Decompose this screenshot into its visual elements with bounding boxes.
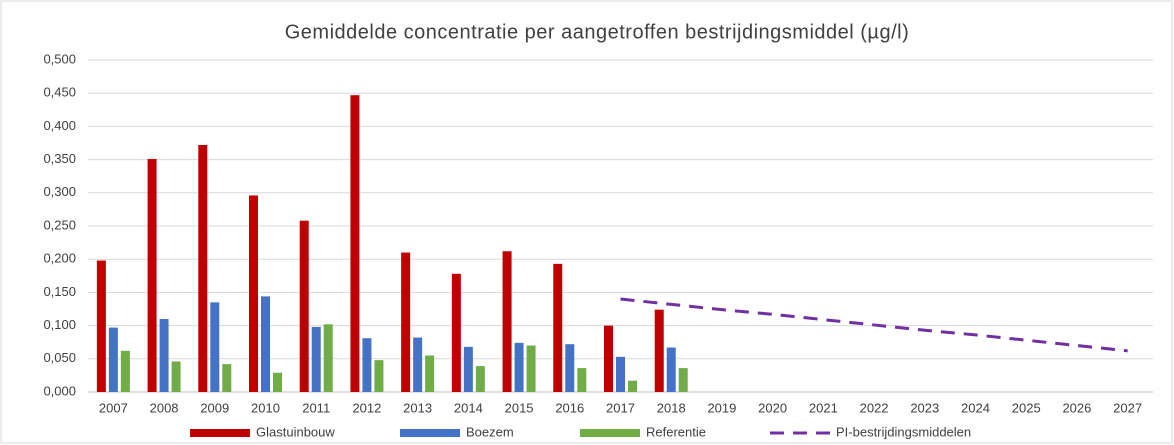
bar bbox=[666, 347, 676, 392]
y-tick-label: 0,400 bbox=[43, 118, 76, 133]
bar bbox=[577, 368, 587, 392]
y-tick-label: 0,250 bbox=[43, 217, 76, 232]
y-tick-label: 0,100 bbox=[43, 317, 76, 332]
bar bbox=[323, 324, 333, 392]
y-tick-label: 0,500 bbox=[43, 51, 76, 66]
bar bbox=[616, 356, 625, 392]
bar bbox=[96, 260, 106, 392]
bar bbox=[401, 252, 411, 392]
x-tick-label: 2021 bbox=[809, 400, 838, 415]
x-tick-label: 2024 bbox=[961, 400, 990, 415]
bar bbox=[514, 342, 524, 392]
bar bbox=[299, 220, 309, 392]
x-tick-label: 2027 bbox=[1113, 400, 1142, 415]
legend-label: Referentie bbox=[646, 424, 706, 439]
bar bbox=[604, 325, 613, 392]
bar bbox=[553, 263, 563, 392]
x-tick-label: 2012 bbox=[352, 400, 381, 415]
bar bbox=[628, 380, 637, 392]
bar bbox=[526, 345, 536, 392]
bar bbox=[159, 318, 169, 392]
x-tick-label: 2007 bbox=[99, 400, 128, 415]
bar bbox=[273, 372, 282, 392]
y-tick-label: 0,050 bbox=[43, 350, 76, 365]
y-tick-label: 0,300 bbox=[43, 184, 76, 199]
x-tick-label: 2023 bbox=[910, 400, 939, 415]
bar bbox=[451, 273, 461, 392]
x-tick-label: 2010 bbox=[251, 400, 280, 415]
bar bbox=[502, 251, 512, 392]
x-tick-label: 2011 bbox=[302, 400, 330, 415]
bar bbox=[654, 309, 664, 392]
legend-swatch bbox=[190, 429, 250, 437]
x-tick-label: 2018 bbox=[657, 400, 686, 415]
line-series bbox=[620, 297, 1128, 353]
y-tick-label: 0,200 bbox=[43, 251, 76, 266]
x-tick-label: 2009 bbox=[200, 400, 229, 415]
bar bbox=[413, 337, 423, 392]
x-tick-label: 2014 bbox=[454, 400, 483, 415]
legend-label: Boezem bbox=[466, 424, 514, 439]
x-tick-label: 2020 bbox=[758, 400, 787, 415]
bar bbox=[198, 144, 208, 392]
bar bbox=[565, 344, 575, 392]
bar bbox=[374, 360, 384, 392]
bar bbox=[678, 368, 688, 392]
x-tick-label: 2025 bbox=[1012, 400, 1041, 415]
x-tick-label: 2008 bbox=[150, 400, 179, 415]
bar bbox=[222, 364, 232, 392]
bar bbox=[311, 326, 321, 392]
y-tick-label: 0,450 bbox=[43, 85, 76, 100]
bar bbox=[108, 327, 118, 392]
bar bbox=[210, 302, 220, 392]
bar bbox=[350, 95, 360, 392]
bar bbox=[475, 366, 485, 392]
y-tick-label: 0,000 bbox=[43, 383, 76, 398]
legend-label: Glastuinbouw bbox=[256, 424, 335, 439]
x-tick-label: 2015 bbox=[505, 400, 534, 415]
y-tick-label: 0,350 bbox=[43, 151, 76, 166]
x-tick-label: 2019 bbox=[707, 400, 736, 415]
bar bbox=[147, 158, 157, 392]
chart-title: Gemiddelde concentratie per aangetroffen… bbox=[285, 21, 909, 43]
bar bbox=[249, 195, 258, 392]
legend-label: PI-bestrijdingsmiddelen bbox=[836, 424, 971, 439]
x-tick-label: 2022 bbox=[860, 400, 889, 415]
legend-swatch bbox=[400, 429, 460, 437]
x-tick-label: 2016 bbox=[555, 400, 584, 415]
bar bbox=[261, 296, 270, 392]
bar bbox=[425, 355, 435, 392]
x-tick-label: 2013 bbox=[403, 400, 432, 415]
y-tick-label: 0,150 bbox=[43, 284, 76, 299]
legend-swatch bbox=[580, 429, 640, 437]
bar bbox=[171, 361, 181, 392]
bar bbox=[120, 350, 130, 392]
x-tick-label: 2026 bbox=[1062, 400, 1091, 415]
x-tick-label: 2017 bbox=[606, 400, 635, 415]
bar bbox=[362, 338, 372, 392]
bar bbox=[463, 346, 473, 392]
